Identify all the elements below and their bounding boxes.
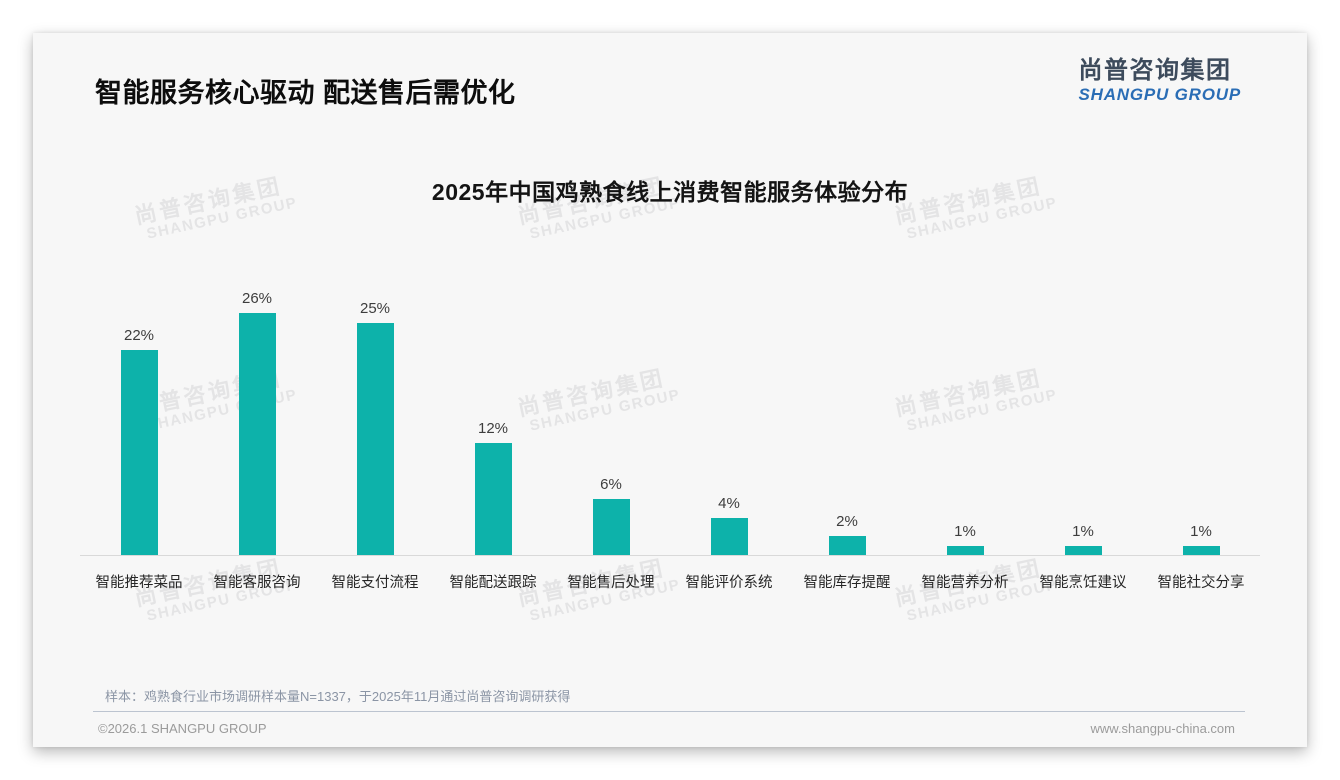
bar-column: 26% [198, 275, 316, 555]
logo-english-text: SHANGPU GROUP [1078, 84, 1241, 104]
bar-value-label: 1% [1072, 522, 1094, 540]
bar [828, 536, 866, 555]
bar [592, 499, 630, 555]
sample-note: 样本：鸡熟食行业市场调研样本量N=1337，于2025年11月通过尚普咨询调研获… [105, 689, 571, 704]
page-title: 智能服务核心驱动 配送售后需优化 [95, 78, 516, 108]
bar-category-label: 智能社交分享 [1157, 575, 1245, 591]
logo-chinese-text: 尚普咨询集团 [1078, 57, 1232, 84]
bar-category-label: 智能售后处理 [567, 575, 655, 591]
footer-divider [93, 711, 1245, 712]
copyright-text: ©2026.1 SHANGPU GROUP [98, 721, 267, 736]
bar-value-label: 26% [241, 290, 273, 308]
bar [710, 517, 748, 555]
bar [120, 350, 158, 555]
bar-category-label: 智能客服咨询 [213, 575, 301, 591]
bar-value-label: 22% [123, 327, 155, 345]
bar-category-label: 智能营养分析 [921, 575, 1009, 591]
slide-card: 尚普咨询集团 SHANGPU GROUP 尚普咨询集团 SHANGPU GROUP 尚普… [33, 33, 1307, 747]
bar-column: 25% [316, 275, 434, 555]
bar-value-label: 4% [718, 494, 740, 512]
bar-column: 6% [552, 275, 670, 555]
bar-category-label: 智能库存提醒 [803, 575, 891, 591]
bar-column: 22% [80, 275, 198, 555]
bar-chart-plot-area: 22% 26% 25% 12% 6% 4% 2% 1% 1% 1% [80, 275, 1260, 556]
bar [1064, 545, 1102, 555]
bar-category-label: 智能推荐菜品 [95, 575, 183, 591]
category-axis-labels: 智能推荐菜品 智能客服咨询 智能支付流程 智能配送跟踪 智能售后处理 智能评价系统 智能库存… [80, 571, 1260, 592]
bar-column: 1% [1142, 275, 1260, 555]
website-text: www.shangpu-china.com [1090, 721, 1235, 736]
bar-category-label: 智能烹饪建议 [1039, 575, 1127, 591]
bar-category-label: 智能支付流程 [331, 575, 419, 591]
bar [946, 545, 984, 555]
bar-value-label: 1% [1190, 522, 1212, 540]
bar [238, 313, 276, 555]
chart-title: 2025年中国鸡熟食线上消费智能服务体验分布 [431, 179, 909, 205]
footer-row: ©2026.1 SHANGPU GROUP www.shangpu-china.… [98, 721, 1235, 736]
bar-column: 1% [1024, 275, 1142, 555]
bar-value-label: 25% [359, 299, 391, 317]
company-logo: 尚普咨询集团 SHANGPU GROUP [1079, 57, 1241, 104]
bar-value-label: 1% [954, 522, 976, 540]
bar [1182, 545, 1220, 555]
bar-column: 4% [670, 275, 788, 555]
bar-column: 1% [906, 275, 1024, 555]
bar [356, 322, 394, 555]
bar-column: 12% [434, 275, 552, 555]
bar-value-label: 2% [836, 513, 858, 531]
bar-category-label: 智能配送跟踪 [449, 575, 537, 591]
bar-category-label: 智能评价系统 [685, 575, 773, 591]
bar-column: 2% [788, 275, 906, 555]
bar-value-label: 12% [477, 420, 509, 438]
bar-value-label: 6% [600, 476, 622, 494]
bar [474, 443, 512, 555]
